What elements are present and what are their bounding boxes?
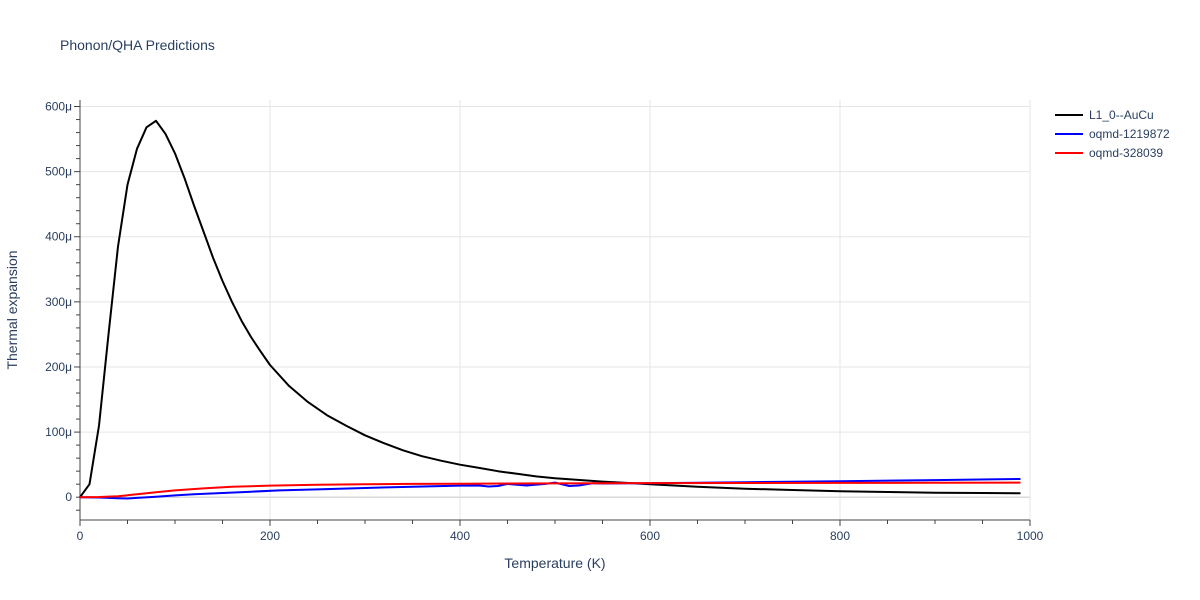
x-tick-label: 1000 <box>1017 529 1044 543</box>
legend-label: L1_0--AuCu <box>1089 108 1154 122</box>
series-line-L1_0--AuCu <box>79 119 1021 498</box>
grid-lines <box>80 100 1031 520</box>
x-tick-label: 800 <box>830 529 850 543</box>
y-tick-label: 0 <box>65 490 72 504</box>
y-axis-title: Thermal expansion <box>4 250 20 369</box>
x-tick-label: 600 <box>640 529 660 543</box>
legend-label: oqmd-328039 <box>1089 146 1163 160</box>
y-tick-label: 300μ <box>45 295 72 309</box>
plot-area <box>79 119 1021 500</box>
x-tick-label: 0 <box>77 529 84 543</box>
chart-title: Phonon/QHA Predictions <box>60 37 215 53</box>
y-tick-label: 600μ <box>45 100 72 114</box>
x-axis-title: Temperature (K) <box>504 555 605 571</box>
y-tick-label: 400μ <box>45 230 72 244</box>
y-tick-label: 100μ <box>45 425 72 439</box>
x-tick-label: 400 <box>450 529 470 543</box>
legend: L1_0--AuCu oqmd-1219872 oqmd-328039 <box>1055 108 1170 160</box>
x-tick-label: 200 <box>260 529 280 543</box>
y-tick-label: 200μ <box>45 360 72 374</box>
axes: 0 200 400 600 800 1000 0 100μ 200μ 300μ 400μ 500μ 60… <box>45 100 1044 543</box>
legend-label: oqmd-1219872 <box>1089 127 1170 141</box>
y-tick-label: 500μ <box>45 165 72 179</box>
series-line-oqmd-328039 <box>79 481 1021 499</box>
